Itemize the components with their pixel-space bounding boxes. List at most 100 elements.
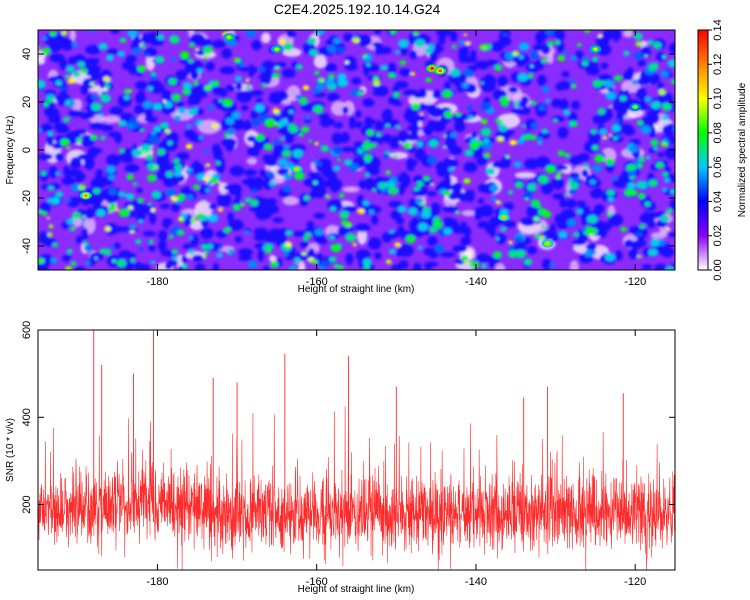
texture-blob-blue <box>395 217 405 225</box>
texture-blob-blue <box>382 134 392 144</box>
texture-blob <box>661 114 670 121</box>
texture-blob-blue <box>654 263 667 270</box>
texture-blob <box>631 79 639 85</box>
texture-blob-blue <box>622 127 636 136</box>
texture-blob-bright <box>571 84 577 89</box>
texture-blob-bright <box>82 215 86 219</box>
texture-blob <box>278 158 288 166</box>
texture-blob <box>269 180 277 187</box>
texture-blob <box>70 183 81 192</box>
texture-blob <box>526 183 537 192</box>
texture-blob-blue <box>557 126 569 139</box>
texture-blob-blue <box>477 198 485 204</box>
texture-blob <box>326 78 335 86</box>
texture-blob <box>606 189 615 196</box>
texture-blob <box>293 171 305 181</box>
texture-blob <box>98 42 108 50</box>
texture-blob-blue <box>497 75 508 88</box>
texture-blob <box>633 52 643 60</box>
texture-blob <box>562 50 568 56</box>
texture-blob <box>628 170 637 177</box>
texture-blob <box>650 101 661 110</box>
texture-blob <box>568 189 575 195</box>
texture-blob-blue <box>535 156 551 168</box>
texture-blob-bright <box>317 78 322 82</box>
texture-blob <box>666 208 673 214</box>
texture-blob-blue <box>315 184 326 198</box>
texture-blob <box>179 51 190 60</box>
texture-blob <box>187 168 193 172</box>
texture-blob <box>244 230 250 235</box>
texture-blob-blue <box>600 62 609 70</box>
texture-blob <box>629 175 636 180</box>
texture-blob-bright <box>483 152 491 158</box>
texture-blob-blue <box>588 131 601 144</box>
texture-blob <box>636 231 643 237</box>
texture-blob-bright <box>463 33 468 37</box>
colorbar-tick-label: 0.10 <box>712 88 724 109</box>
texture-blob-blue <box>463 161 478 173</box>
texture-blob <box>296 64 303 70</box>
texture-blob-bright <box>430 183 435 186</box>
texture-blob <box>362 200 370 206</box>
hotspot <box>270 45 283 54</box>
texture-blob-blue <box>266 198 277 205</box>
texture-blob-light <box>461 210 477 217</box>
texture-blob <box>118 148 125 153</box>
texture-blob <box>513 161 522 168</box>
texture-blob-blue <box>408 115 416 125</box>
texture-blob-bright <box>410 72 416 76</box>
texture-blob <box>606 212 612 217</box>
texture-blob-blue <box>349 57 357 66</box>
texture-blob <box>181 264 188 270</box>
texture-blob-blue <box>387 62 397 75</box>
texture-blob-blue <box>427 120 438 130</box>
texture-blob-blue <box>268 91 285 105</box>
texture-blob-blue <box>462 55 477 64</box>
texture-blob-bright <box>70 261 77 266</box>
texture-blob-blue <box>537 74 547 86</box>
texture-blob <box>545 98 551 103</box>
texture-blob-blue <box>621 170 629 177</box>
texture-blob-blue <box>596 43 612 56</box>
texture-blob-blue <box>479 76 496 87</box>
texture-blob <box>467 105 474 111</box>
colorbar-tick-label: 0.04 <box>712 191 724 212</box>
texture-blob-blue <box>326 92 340 102</box>
texture-blob-blue <box>510 71 520 83</box>
texture-blob <box>604 79 615 88</box>
texture-blob-blue <box>382 119 399 127</box>
texture-blob <box>469 141 480 150</box>
texture-blob-blue <box>272 144 285 155</box>
texture-blob <box>538 175 549 184</box>
texture-blob <box>151 190 162 199</box>
texture-blob <box>41 47 51 56</box>
texture-blob-bright <box>164 128 171 134</box>
texture-blob-bright <box>308 139 312 143</box>
texture-blob <box>130 116 138 123</box>
texture-blob-blue <box>292 230 308 237</box>
texture-blob-blue <box>427 236 438 247</box>
texture-blob <box>513 101 520 107</box>
texture-blob-blue <box>409 219 418 233</box>
texture-blob-bright <box>509 139 517 146</box>
texture-blob-bright <box>204 250 209 255</box>
texture-blob-bright <box>61 30 68 36</box>
texture-blob-bright <box>442 134 447 138</box>
hotspot <box>629 102 642 111</box>
texture-blob <box>309 49 319 57</box>
texture-blob-blue <box>141 204 156 215</box>
texture-blob-blue <box>106 154 121 167</box>
texture-blob-bright <box>150 208 156 213</box>
texture-blob-bright <box>372 188 377 192</box>
texture-blob-bright <box>608 105 612 108</box>
texture-blob-blue <box>599 222 613 230</box>
texture-blob-blue <box>262 265 271 270</box>
texture-blob <box>592 56 599 62</box>
texture-blob-bright <box>556 171 562 176</box>
texture-blob <box>405 234 416 244</box>
texture-blob-blue <box>643 247 651 257</box>
texture-blob-bright <box>505 154 510 159</box>
texture-blob-blue <box>109 106 124 116</box>
texture-blob <box>138 247 144 252</box>
